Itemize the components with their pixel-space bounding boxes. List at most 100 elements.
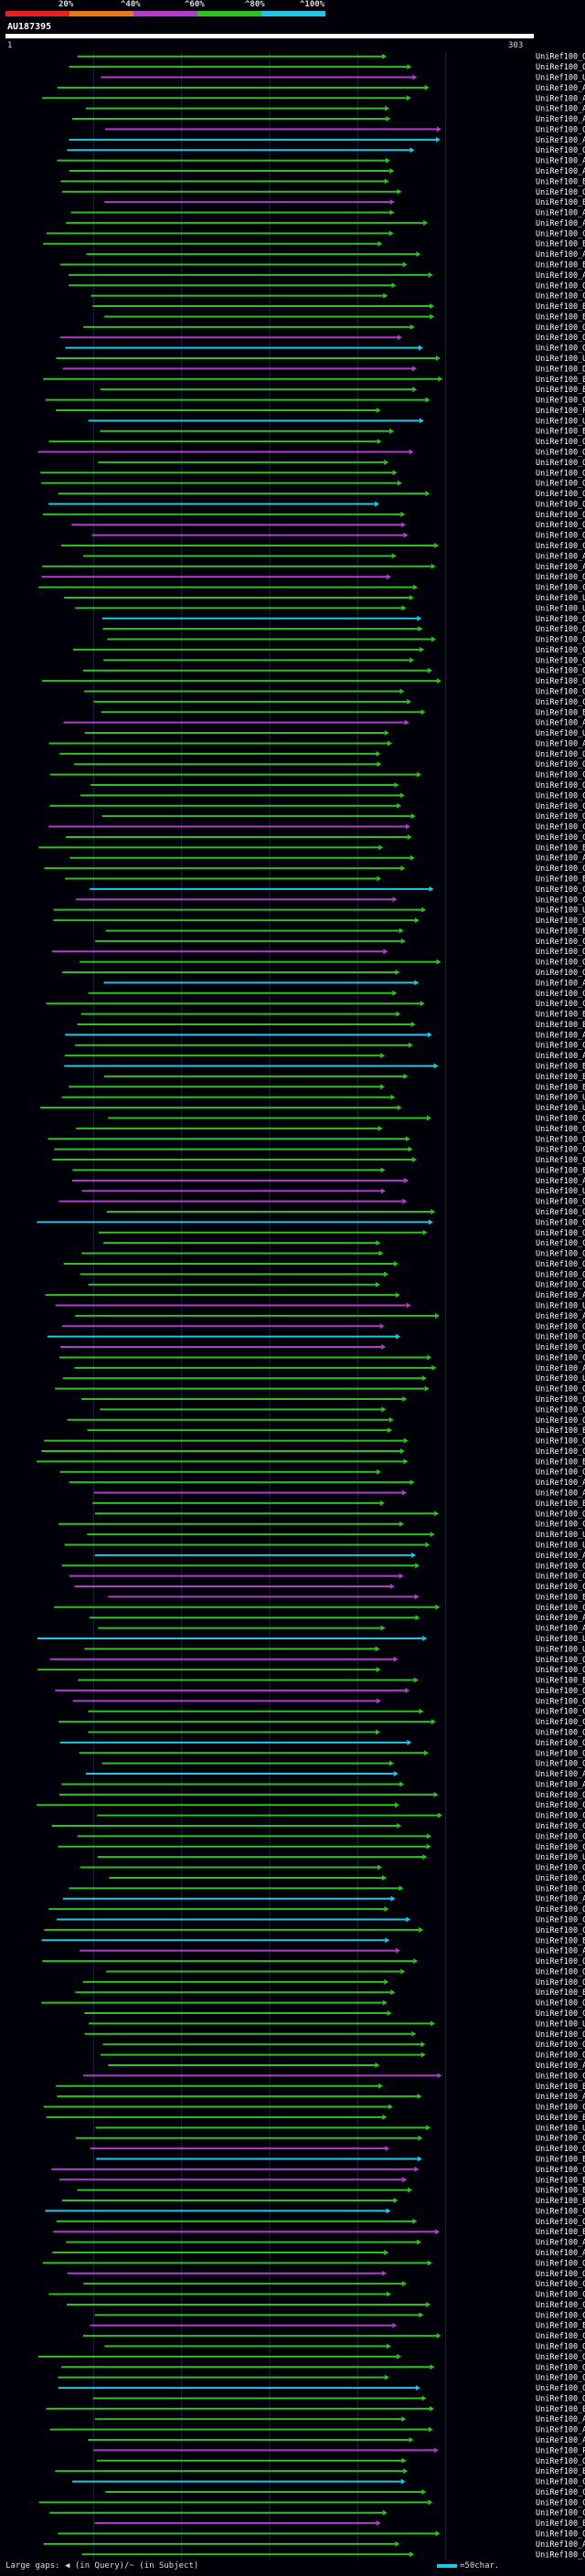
hit-row: UniRef100_Q54L19 bbox=[69, 63, 585, 72]
hit-row: UniRef100_A6VHA3 bbox=[57, 157, 585, 166]
hit-row: UniRef100_Q6CV63 bbox=[94, 1510, 585, 1519]
hit-row: UniRef100_Q94GC2 bbox=[42, 677, 585, 686]
hit-arrow bbox=[430, 2364, 435, 2370]
hit-arrow bbox=[411, 1552, 417, 1558]
hit-row: UniRef100_C1GEM3 bbox=[58, 1718, 585, 1727]
hit-arrow bbox=[384, 178, 389, 185]
hit-label: UniRef100_UP1000... bbox=[536, 73, 585, 82]
hit-arrow bbox=[399, 928, 404, 934]
hit-arrow bbox=[410, 813, 416, 820]
hit-label: UniRef100_B9WFA6 bbox=[536, 1063, 585, 1072]
hit-arrow bbox=[378, 240, 383, 247]
hit-label: UniRef100_B3NVF0 bbox=[536, 260, 585, 270]
hit-label: UniRef100_Q2GPJ9 bbox=[536, 948, 585, 957]
hit-label: UniRef100_Q4WLB9 bbox=[536, 397, 585, 406]
hit-label: UniRef100_C7ZP20 bbox=[536, 1521, 585, 1530]
hit-arrow bbox=[378, 1125, 383, 1131]
hit-row: UniRef100_A1DPC0 bbox=[49, 2426, 585, 2435]
hit-arrow bbox=[402, 1198, 408, 1204]
hit-row: UniRef100_Q94GC1 bbox=[48, 500, 585, 509]
hit-label: UniRef100_Q94GC0 bbox=[536, 511, 585, 520]
hit-label: UniRef100_C7TLM0 bbox=[536, 2478, 585, 2487]
hit-label: UniRef100_B2HBM9 bbox=[536, 428, 585, 437]
hit-row: UniRef100_P04917 bbox=[56, 407, 585, 416]
hit-row: UniRef100_B9ZF85 bbox=[37, 1458, 585, 1467]
hit-arrow bbox=[433, 1791, 439, 1797]
hit-row: UniRef100_C3296B bbox=[54, 1604, 585, 1613]
hit-arrow bbox=[409, 2437, 414, 2443]
hit-label: UniRef100_C3YG56 bbox=[536, 2009, 585, 2019]
hit-row: UniRef100_Q4PFP7 bbox=[48, 1135, 585, 1144]
hit-arrow bbox=[397, 2353, 402, 2359]
hit-label: UniRef100_Q95YF6 bbox=[536, 750, 585, 759]
hit-label: UniRef100_Q5AT37 bbox=[536, 1468, 585, 1478]
hit-label: UniRef100_UP1000... bbox=[536, 1635, 585, 1644]
hit-arrow bbox=[400, 938, 406, 944]
hit-arrow bbox=[376, 2520, 381, 2527]
hit-row: UniRef100_B3KYS2 bbox=[43, 240, 585, 249]
hit-row: UniRef100_C8CG41 bbox=[37, 1801, 585, 1810]
hit-row: UniRef100_B6G868 bbox=[96, 2155, 585, 2164]
hit-arrow bbox=[409, 449, 414, 455]
hit-arrow bbox=[388, 2104, 393, 2110]
hit-arrow bbox=[393, 1771, 399, 1777]
hit-arrow bbox=[380, 1625, 386, 1631]
hit-arrow bbox=[436, 2333, 441, 2339]
hit-row: UniRef100_B4WWH3 bbox=[65, 875, 585, 885]
hit-label: UniRef100_Q8CJT6 bbox=[536, 615, 585, 624]
hit-arrow bbox=[413, 1677, 419, 1683]
hit-arrow bbox=[417, 2094, 422, 2100]
hit-arrow bbox=[389, 199, 395, 206]
hit-label: UniRef100_C7YJ7H bbox=[536, 292, 585, 302]
hit-row: UniRef100_Q5AT37 bbox=[59, 1468, 585, 1478]
hit-row: UniRef100_Q9AE26 bbox=[61, 1562, 585, 1571]
hit-row: UniRef100_A4F9E2 bbox=[108, 2062, 585, 2071]
hit-arrow bbox=[411, 2030, 417, 2037]
hit-label: UniRef100_C5M1E5 bbox=[536, 229, 585, 239]
hit-row: UniRef100_C2BW34 bbox=[69, 1884, 585, 1893]
hit-label: UniRef100_B8B8B9 bbox=[536, 2187, 585, 2196]
hit-label: UniRef100_Q94GC2 bbox=[536, 677, 585, 686]
hit-label: UniRef100_B5QQ99 bbox=[536, 1593, 585, 1602]
hit-arrow bbox=[419, 1926, 424, 1933]
hit-label: UniRef100_Q55H7H3 bbox=[536, 480, 585, 489]
hit-arrow bbox=[408, 2187, 413, 2193]
hit-row: UniRef100_Q6PYB2 bbox=[37, 449, 585, 458]
hit-row: UniRef100_Q81YH4 bbox=[102, 2041, 585, 2050]
hit-arrow bbox=[434, 543, 440, 549]
hit-label: UniRef100_A6VHA3 bbox=[536, 157, 585, 166]
hit-arrow bbox=[429, 2405, 434, 2412]
hit-row: UniRef100_A1S117 bbox=[69, 854, 585, 864]
hit-arrow bbox=[399, 688, 405, 694]
hit-label: UniRef100_Q4P459 bbox=[536, 1229, 585, 1238]
hit-arrow bbox=[382, 2114, 388, 2120]
hit-arrow bbox=[407, 698, 412, 705]
hit-row: UniRef100_Q59L24 bbox=[56, 2218, 585, 2227]
hit-label: UniRef100_A6GL95 bbox=[536, 2093, 585, 2102]
hit-label: UniRef100_A1CXB9 bbox=[536, 2239, 585, 2248]
hit-row: UniRef100_A5F0Q4 bbox=[52, 2249, 585, 2258]
hit-row: UniRef100_A3EV37 bbox=[42, 563, 585, 572]
hit-label: UniRef100_C5DD97 bbox=[536, 864, 585, 874]
hit-arrow bbox=[389, 167, 395, 174]
hit-arrow bbox=[400, 2478, 406, 2485]
hit-row: UniRef100_Q4P459 bbox=[98, 1229, 585, 1238]
hit-arrow bbox=[403, 532, 409, 538]
hit-arrow bbox=[397, 1105, 402, 1111]
hit-row: UniRef100_C0MRQ6 bbox=[43, 2104, 585, 2113]
hit-label: UniRef100_C3VHH3 bbox=[536, 885, 585, 895]
legend-label-40: ^40% bbox=[121, 0, 141, 9]
hit-arrow bbox=[386, 2343, 391, 2349]
hit-arrow bbox=[378, 1250, 384, 1256]
hit-label: UniRef100_C2JZ55 bbox=[536, 2509, 585, 2518]
hit-arrow bbox=[375, 2062, 380, 2068]
hit-label: UniRef100_Q5UVX4 bbox=[536, 2353, 585, 2362]
hit-row: UniRef100_Q5MUX8 bbox=[106, 1967, 585, 1977]
hit-arrow bbox=[421, 1375, 427, 1382]
legend-bar-green bbox=[197, 11, 261, 16]
hit-label: UniRef100_B4KS59 bbox=[536, 1021, 585, 1030]
hit-row: UniRef100_C5DFV5 bbox=[58, 1353, 585, 1362]
hit-arrow bbox=[402, 1396, 408, 1403]
hit-arrow bbox=[380, 1188, 386, 1194]
hit-arrow bbox=[399, 1447, 405, 1454]
